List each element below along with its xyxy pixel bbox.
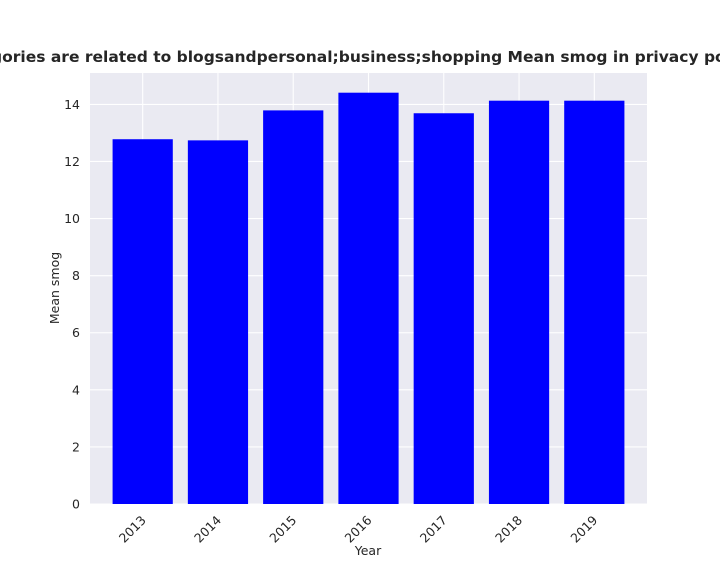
bar-2013 [112, 139, 173, 505]
y-tick-label: 10 [64, 211, 80, 226]
x-tick-label: 2015 [266, 513, 299, 546]
y-tick-label: 2 [72, 439, 80, 454]
x-axis-ticks: 2013 2014 2015 2016 2017 2018 2019 [116, 512, 601, 545]
x-tick-label: 2014 [191, 512, 224, 545]
y-tick-label: 12 [64, 154, 80, 169]
y-tick-label: 6 [72, 325, 80, 340]
y-tick-label: 8 [72, 268, 80, 283]
x-tick-label: 2013 [116, 513, 149, 546]
y-tick-label: 4 [72, 382, 80, 397]
bar-2019 [564, 100, 625, 504]
x-tick-label: 2018 [492, 512, 525, 545]
chart-title: categories are related to blogsandperson… [0, 48, 720, 66]
bar-2017 [413, 113, 474, 504]
x-tick-label: 2017 [417, 513, 450, 546]
y-tick-label: 0 [72, 497, 80, 512]
y-axis-label: Mean smog [47, 252, 62, 324]
bars [112, 92, 625, 505]
x-axis-label: Year [354, 543, 382, 558]
x-tick-label: 2016 [342, 512, 375, 545]
bar-2018 [488, 100, 550, 504]
y-axis-ticks: 0 2 4 6 8 10 12 14 [64, 97, 80, 512]
bar-2014 [187, 140, 249, 505]
y-tick-label: 14 [64, 97, 80, 112]
bar-2016 [338, 92, 399, 504]
bar-2015 [263, 110, 324, 504]
x-tick-label: 2019 [567, 512, 600, 545]
